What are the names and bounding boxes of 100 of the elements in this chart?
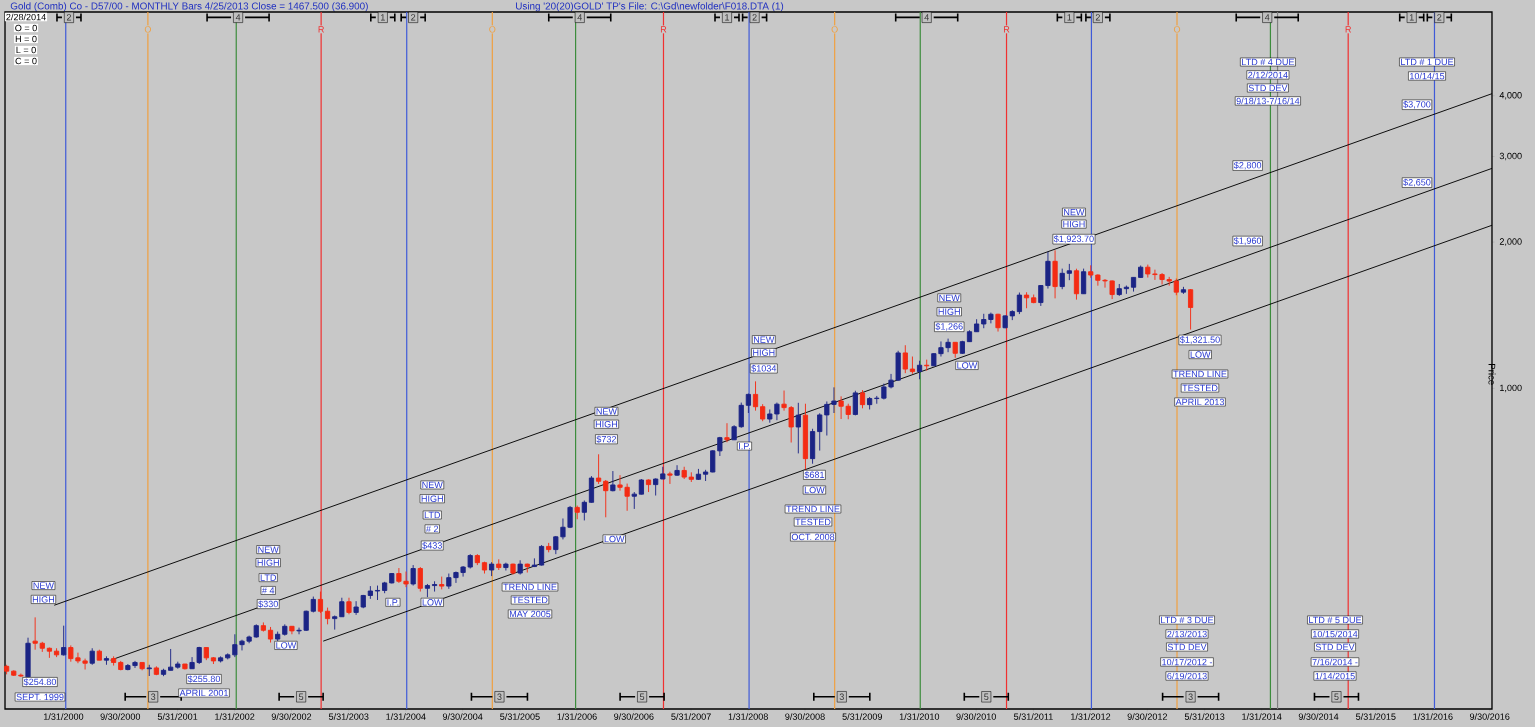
annotation: # 4 [261,587,275,594]
chart-subtitle: Using '20(20)GOLD' TP's File: C:\Gd\newfolder\F018.DTA (1) [516,2,784,12]
candlestick [952,341,958,359]
annotation: 1 [1409,14,1414,21]
annotation: $2,650 [1403,178,1431,187]
x-tick-label: 1/31/2010 [899,713,940,720]
ref-line-label: O [1173,26,1181,33]
candlestick [538,544,545,567]
annotation: LOW [804,486,825,494]
annotation: LOW [422,599,443,606]
annotation: TREND LINE [786,505,840,513]
annotation: $433 [422,541,442,550]
candlestick [510,563,516,576]
annotation: LTD # 3 DUE [1161,616,1214,624]
candlestick [374,585,381,601]
candlestick [1081,268,1087,295]
candlestick [339,597,345,618]
candlestick [966,329,973,343]
annotation: LTD [424,511,441,519]
annotation: $1,321.50 [1179,336,1220,344]
ref-line-label: R [318,26,324,33]
candlestick [916,360,923,380]
annotation: $330 [258,600,278,608]
x-tick-label: 5/31/2007 [671,713,711,720]
candlestick [332,615,338,631]
annotation: 3 [1188,693,1193,700]
annotation: I.P. [739,442,750,450]
candlestick [431,580,438,593]
annotation: $255.80 [187,675,221,683]
annotation: $2,800 [1233,161,1262,170]
annotation: $254.80 [23,678,57,686]
candlestick [324,607,331,625]
candlestick [795,402,801,454]
candlestick [210,656,217,665]
candlestick [681,466,687,480]
annotation: 4 [577,14,583,21]
annotation: 2/28/2014 [6,13,46,21]
candlestick [1180,286,1187,295]
candlestick [752,380,759,412]
annotation: LOW [1190,351,1211,358]
annotation: 2 [752,14,757,21]
annotation: L = 0 [16,46,36,54]
x-tick-label: 9/30/2000 [100,713,141,720]
candlestick [517,559,523,576]
candlestick [4,664,10,675]
annotation: NEW [596,408,617,415]
annotation: 1 [725,14,730,21]
annotation: O = 0 [15,24,37,32]
candlestick [924,359,930,372]
annotation: LOW [604,535,625,543]
annotation: 2 [411,14,416,21]
candlestick [867,396,873,410]
candlestick [1023,291,1030,309]
annotation: $681 [804,471,825,479]
y-tick-label: 1,000 [1500,384,1522,393]
candlestick [531,557,538,568]
candlestick [1066,263,1072,281]
candlestick [346,597,352,615]
annotation: HIGH [938,308,960,315]
annotation: 5 [984,693,989,700]
candlestick [503,562,509,571]
candlestick [111,655,117,667]
annotation: NEW [753,336,775,343]
candlestick [645,478,652,493]
annotation: LTD # 5 DUE [1309,616,1362,624]
x-tick-label: 1/31/2006 [557,713,597,720]
x-tick-label: 1/31/2000 [43,713,84,720]
x-tick-label: 9/30/2006 [614,713,654,720]
annotation: $1,266 [935,322,963,331]
annotation: STD DEV [1315,643,1355,651]
x-tick-label: 5/31/2003 [328,713,369,720]
x-tick-label: 9/30/2004 [442,713,483,720]
annotation: HIGH [421,495,443,502]
x-tick-label: 9/30/2016 [1469,713,1510,720]
annotation: HIGH [595,420,618,428]
x-tick-label: 1/31/2008 [728,713,768,720]
candlestick [474,553,480,566]
candlestick [852,390,858,416]
annotation: 2/12/2014 [1248,71,1288,79]
annotation: 4 [924,14,929,21]
candlestick [367,585,373,600]
candlestick [610,470,616,492]
x-tick-label: 1/31/2012 [1071,713,1111,720]
annotation: TESTED [795,518,831,526]
candlestick [745,393,751,414]
annotation: LTD # 4 DUE [1242,58,1295,66]
candlestick [574,505,580,520]
annotation: $732 [596,435,617,443]
candlestick [46,647,53,659]
ref-line-label: O [831,26,838,33]
candlestick [638,478,645,495]
candlestick [439,576,445,590]
candlestick [267,626,274,644]
x-tick-label: 5/31/2013 [1184,713,1225,720]
candlestick [203,647,209,661]
candlestick [496,558,502,571]
ref-line-label: R [660,26,667,33]
ref-line-label: O [489,26,496,33]
candlestick [524,563,530,573]
annotation: HIGH [1063,220,1085,228]
